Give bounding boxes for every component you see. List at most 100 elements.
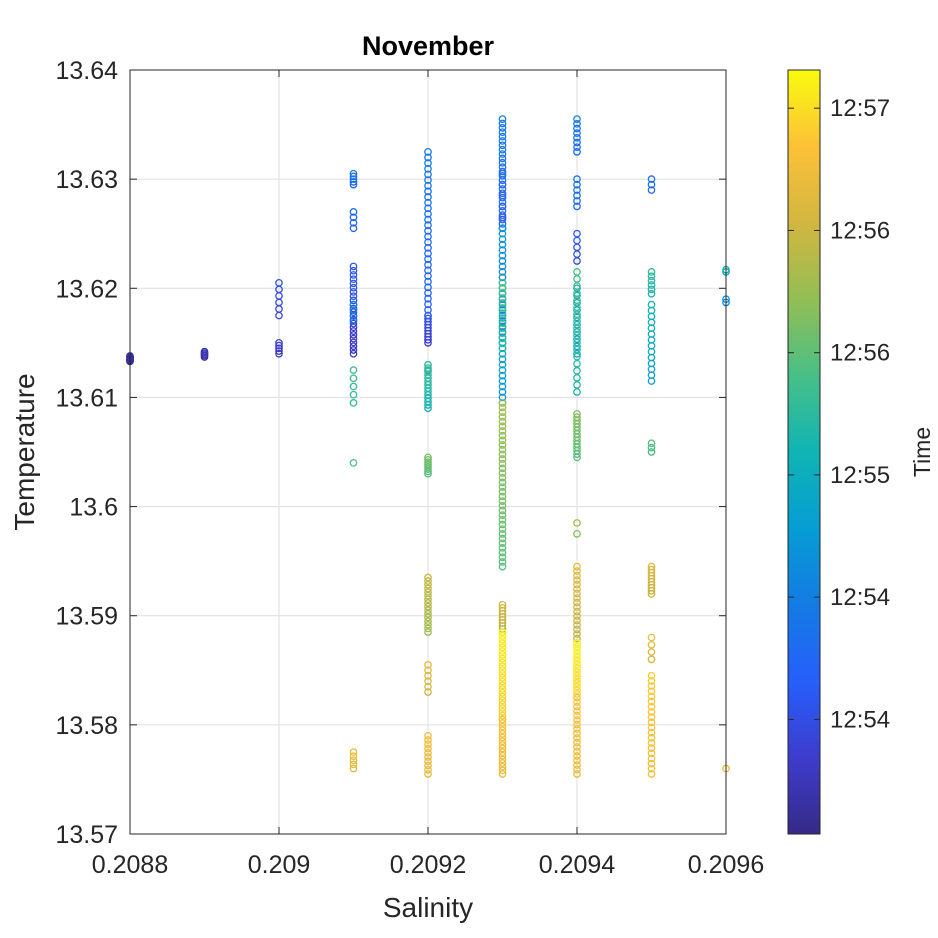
data-point bbox=[573, 335, 581, 344]
data-point bbox=[573, 598, 581, 607]
data-point bbox=[424, 671, 432, 680]
data-point bbox=[573, 186, 581, 194]
data-point bbox=[275, 349, 283, 358]
data-point bbox=[498, 558, 507, 566]
x-tick-label: 0.2094 bbox=[539, 851, 616, 879]
data-point bbox=[647, 648, 656, 656]
data-point bbox=[647, 764, 656, 773]
data-point bbox=[498, 360, 507, 369]
data-point bbox=[498, 722, 507, 731]
data-point bbox=[573, 119, 581, 128]
data-point bbox=[424, 294, 432, 303]
data-point bbox=[498, 311, 507, 320]
data-point bbox=[424, 682, 432, 691]
data-point bbox=[498, 246, 507, 254]
data-point bbox=[498, 124, 507, 132]
colorbar-tick-label: 12:54 bbox=[830, 584, 890, 611]
x-tick-label: 0.2092 bbox=[390, 851, 466, 879]
colorbar-tick-label: 12:54 bbox=[830, 706, 890, 733]
data-point bbox=[647, 723, 656, 732]
data-point bbox=[498, 639, 507, 648]
data-point bbox=[647, 702, 656, 711]
data-point bbox=[573, 567, 581, 575]
data-point bbox=[498, 534, 507, 543]
data-point bbox=[498, 658, 507, 667]
data-point bbox=[498, 441, 507, 449]
data-point bbox=[573, 317, 581, 326]
data-point bbox=[573, 743, 581, 751]
data-point bbox=[424, 215, 432, 224]
data-point bbox=[573, 138, 581, 147]
data-point bbox=[498, 137, 507, 145]
data-point bbox=[424, 744, 432, 753]
data-point bbox=[573, 720, 581, 729]
data-point bbox=[573, 616, 581, 625]
data-point bbox=[498, 759, 507, 767]
data-point bbox=[498, 355, 507, 364]
data-point bbox=[424, 453, 432, 462]
data-point bbox=[275, 344, 283, 353]
data-point bbox=[573, 197, 581, 205]
data-point bbox=[498, 748, 507, 756]
data-point bbox=[498, 539, 507, 548]
data-point bbox=[498, 707, 507, 716]
data-point bbox=[349, 300, 358, 309]
data-point bbox=[349, 262, 358, 271]
data-point bbox=[498, 436, 507, 445]
data-point bbox=[424, 360, 432, 369]
data-point bbox=[424, 595, 432, 604]
data-point bbox=[424, 455, 432, 464]
data-point bbox=[200, 347, 209, 356]
data-point bbox=[424, 159, 432, 167]
data-point bbox=[498, 726, 507, 735]
y-tick-label: 13.6 bbox=[69, 494, 118, 522]
colorbar-gradient bbox=[787, 69, 821, 835]
data-point bbox=[573, 752, 581, 760]
data-point bbox=[573, 770, 581, 778]
data-point bbox=[573, 660, 581, 669]
data-point bbox=[573, 589, 581, 598]
data-point bbox=[349, 296, 358, 305]
data-point bbox=[349, 399, 358, 407]
axes bbox=[129, 69, 727, 835]
y-tick-label: 13.62 bbox=[55, 275, 118, 303]
data-point bbox=[573, 621, 581, 629]
data-point bbox=[498, 324, 507, 333]
data-point bbox=[349, 382, 358, 391]
data-point bbox=[573, 284, 581, 293]
data-point bbox=[647, 633, 656, 642]
data-point bbox=[573, 129, 581, 137]
data-point bbox=[573, 711, 581, 720]
data-point bbox=[498, 455, 507, 463]
data-point bbox=[349, 327, 358, 335]
data-point bbox=[647, 728, 656, 737]
data-point bbox=[498, 145, 507, 154]
data-point bbox=[349, 224, 358, 233]
data-point bbox=[498, 417, 507, 426]
data-point bbox=[647, 276, 656, 285]
data-point bbox=[498, 647, 507, 655]
data-point bbox=[573, 191, 581, 200]
data-point bbox=[349, 764, 358, 773]
data-point bbox=[498, 224, 507, 233]
data-point bbox=[573, 175, 581, 183]
data-point bbox=[498, 553, 507, 562]
data-point bbox=[573, 180, 581, 189]
data-point bbox=[573, 716, 581, 724]
data-point bbox=[647, 562, 656, 571]
data-point bbox=[498, 515, 507, 524]
data-point bbox=[498, 339, 507, 348]
data-point bbox=[498, 548, 507, 557]
data-point bbox=[424, 187, 432, 196]
data-point bbox=[573, 409, 581, 418]
data-point bbox=[498, 469, 507, 477]
data-point bbox=[647, 744, 656, 752]
y-tick-label: 13.58 bbox=[55, 712, 118, 740]
data-point bbox=[498, 262, 507, 271]
data-point bbox=[647, 640, 656, 649]
data-point bbox=[349, 334, 358, 343]
data-point bbox=[647, 692, 656, 701]
data-point bbox=[424, 599, 432, 607]
data-point bbox=[424, 181, 432, 190]
data-point bbox=[498, 319, 507, 327]
